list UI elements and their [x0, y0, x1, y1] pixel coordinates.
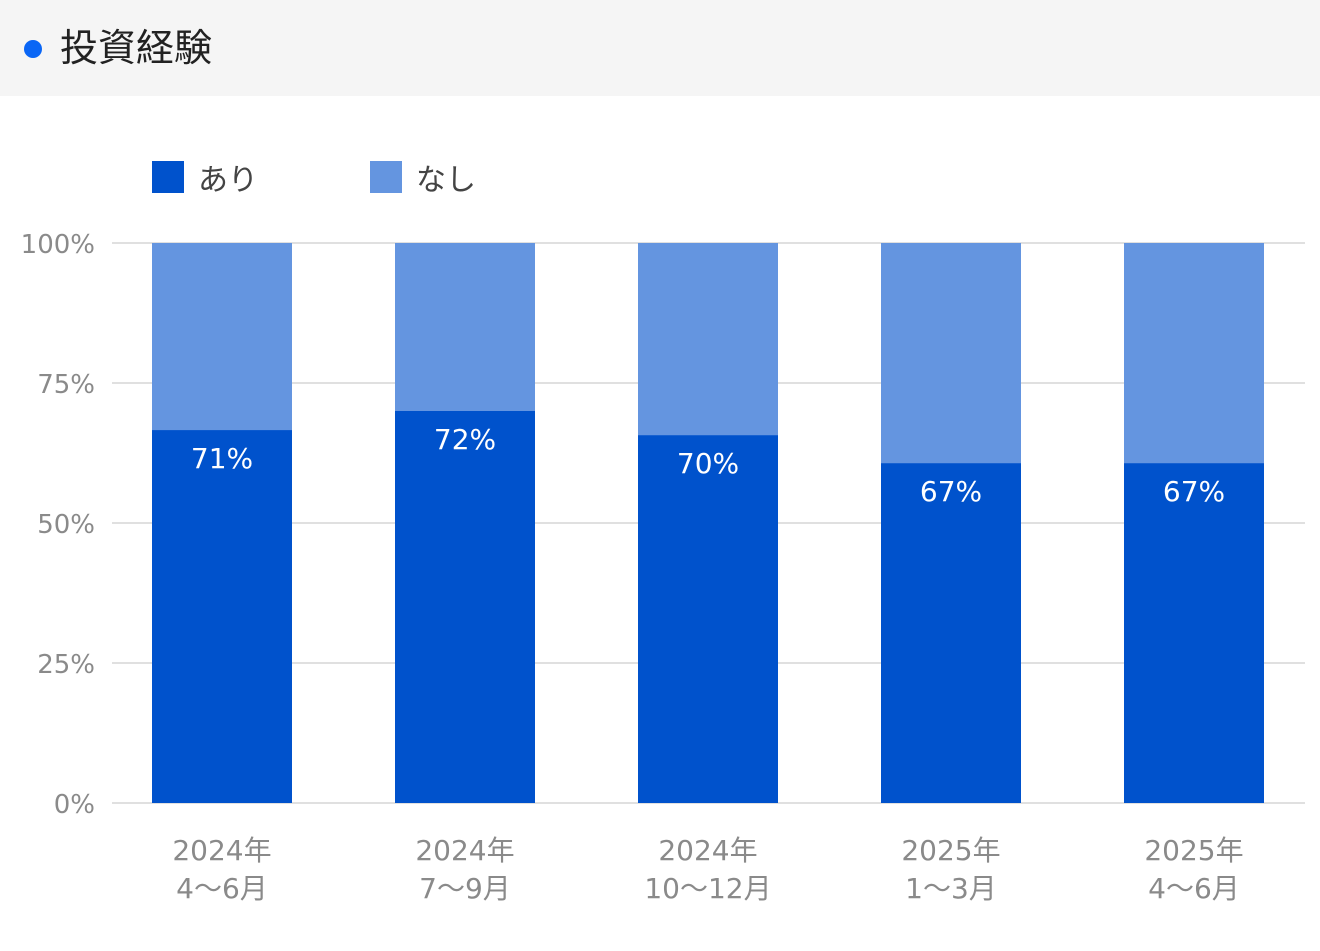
bar-segment-nashi: [395, 243, 535, 411]
legend-swatch-nashi: [370, 161, 402, 193]
y-tick-label: 50%: [37, 510, 95, 540]
bar-segment-ari: [881, 463, 1021, 803]
y-tick-label: 75%: [37, 370, 95, 400]
legend-label-nashi: なし: [416, 163, 476, 198]
x-tick-label: 10〜12月: [644, 872, 771, 905]
x-tick-label: 2025年: [1144, 834, 1243, 867]
bar-data-label: 71%: [191, 442, 253, 475]
bar-data-label: 67%: [920, 475, 982, 508]
bar-data-label: 67%: [1163, 475, 1225, 508]
section-header: 投資経験: [0, 0, 1320, 96]
section-title: 投資経験: [60, 26, 213, 70]
bullet-dot-icon: [24, 40, 42, 58]
x-tick-label: 4〜6月: [1148, 872, 1240, 905]
x-tick-label: 2024年: [415, 834, 514, 867]
x-tick-label: 2024年: [172, 834, 271, 867]
bar-segment-ari: [1124, 463, 1264, 803]
x-tick-label: 7〜9月: [419, 872, 511, 905]
legend-item-ari: あり: [152, 155, 258, 199]
legend-swatch-ari: [152, 161, 184, 193]
bar-segment-nashi: [1124, 243, 1264, 464]
bar-data-label: 72%: [434, 423, 496, 456]
y-tick-label: 25%: [37, 650, 95, 680]
legend-item-nashi: なし: [370, 155, 476, 199]
x-tick-label: 4〜6月: [176, 872, 268, 905]
bar-segment-nashi: [881, 243, 1021, 464]
bar-segment-ari: [638, 435, 778, 803]
bar-segment-nashi: [638, 243, 778, 436]
bar-segment-ari: [395, 411, 535, 803]
bar-segment-nashi: [152, 243, 292, 431]
y-tick-label: 0%: [54, 790, 95, 820]
bar-data-label: 70%: [677, 447, 739, 480]
legend-label-ari: あり: [198, 163, 258, 198]
x-tick-label: 2024年: [658, 834, 757, 867]
y-tick-label: 100%: [21, 230, 95, 260]
bar-segment-ari: [152, 430, 292, 803]
x-tick-label: 2025年: [901, 834, 1000, 867]
x-tick-label: 1〜3月: [905, 872, 997, 905]
